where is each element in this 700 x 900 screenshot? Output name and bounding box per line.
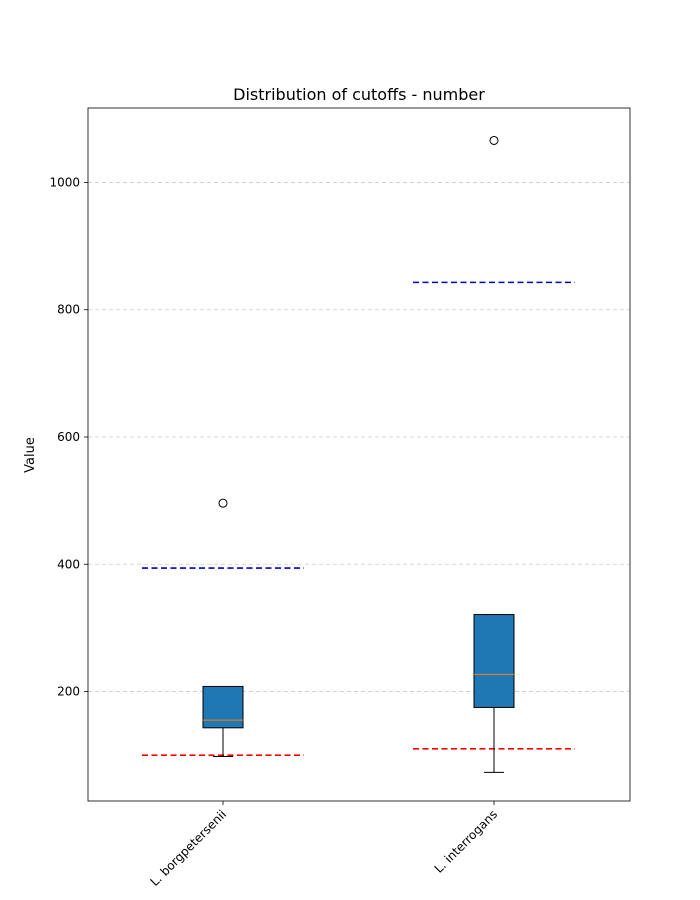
x-tick-label-0: L. borgpetersenii [147,807,229,889]
axes: 200 400 600 800 1000 L. borgpetersenii L. inte… [49,107,631,889]
y-tick-label-200: 200 [57,685,80,699]
y-axis-label: Value [23,437,38,473]
iqr-box-0 [202,685,244,729]
y-tick-label-600: 600 [57,430,80,444]
x-tick-label-1: L. interrogans [432,807,501,876]
box-1 [473,135,515,773]
grid-lines [88,182,630,692]
box-layer [202,135,515,773]
outlier-point-0-0 [218,498,228,508]
y-tick-label-400: 400 [57,557,80,571]
y-tick-label-1000: 1000 [49,175,80,189]
iqr-box-1 [473,614,515,708]
y-tick-label-800: 800 [57,303,80,317]
box-0 [202,498,244,757]
outlier-point-1-0 [489,135,499,145]
chart-title: Distribution of cutoffs - number [233,85,485,104]
plot-frame [87,107,631,802]
